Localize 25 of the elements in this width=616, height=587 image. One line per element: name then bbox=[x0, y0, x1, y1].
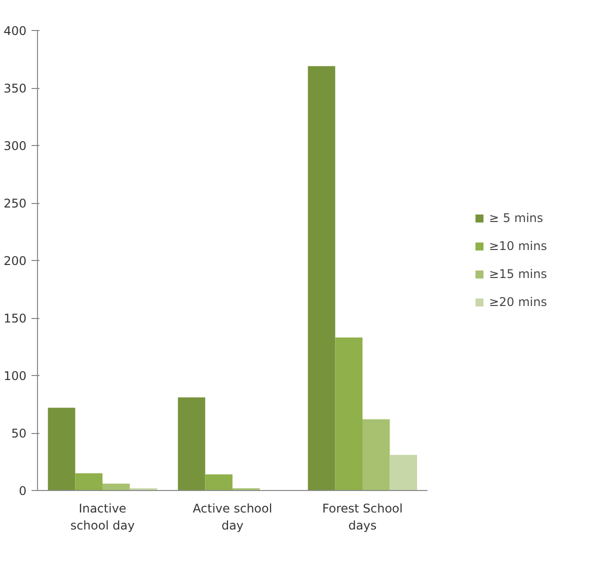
bar bbox=[362, 419, 390, 490]
x-tick-label: Inactive school day bbox=[70, 502, 135, 532]
bar bbox=[205, 474, 232, 490]
y-tick-label: 100 bbox=[4, 369, 26, 383]
y-tick-label: 0 bbox=[18, 484, 27, 498]
y-tick-label: 200 bbox=[4, 254, 26, 268]
legend-label: ≥10 mins bbox=[488, 239, 547, 253]
y-tick-label: 250 bbox=[4, 196, 26, 210]
bar bbox=[102, 484, 130, 490]
bar bbox=[178, 397, 206, 490]
bar bbox=[390, 454, 418, 490]
y-tick-label: 300 bbox=[4, 139, 26, 153]
bar bbox=[75, 473, 102, 490]
y-tick-label: 400 bbox=[4, 24, 26, 38]
x-tick-label: Forest School days bbox=[322, 502, 403, 532]
x-tick-label: Active school day bbox=[192, 502, 272, 532]
y-tick-label: 350 bbox=[4, 82, 26, 96]
bar bbox=[48, 408, 76, 490]
legend-label: ≥15 mins bbox=[488, 267, 547, 281]
bar bbox=[308, 66, 336, 490]
bar bbox=[335, 338, 362, 490]
y-tick-label: 150 bbox=[4, 312, 26, 326]
legend-label: ≥ 5 mins bbox=[488, 211, 544, 225]
y-tick-label: 50 bbox=[11, 426, 27, 440]
legend-label: ≥20 mins bbox=[488, 295, 547, 309]
